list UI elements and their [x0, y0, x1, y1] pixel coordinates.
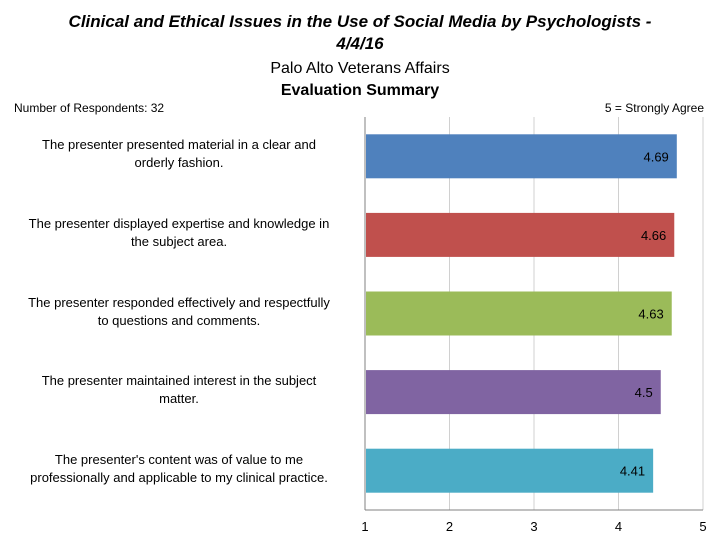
section-title: Evaluation Summary [280, 82, 440, 99]
category-label: The presenter maintained interest in the… [4, 372, 354, 408]
respondents-note: Number of Respondents: 32 [14, 101, 165, 115]
category-label-line: the subject area. [130, 233, 228, 249]
category-label-line: The presenter's content was of value to … [54, 451, 304, 467]
bar [366, 448, 654, 493]
bar [366, 291, 672, 336]
x-tick-label: 2 [446, 519, 453, 534]
bar-value-label: 4.66 [641, 228, 666, 243]
category-label: The presenter responded effectively and … [4, 294, 354, 330]
chart-title-line1: Clinical and Ethical Issues in the Use o… [68, 12, 652, 31]
chart-subtitle: Palo Alto Veterans Affairs [270, 60, 450, 77]
bar-value-label: 4.69 [643, 149, 668, 164]
bar-value-label: 4.63 [638, 307, 663, 322]
category-label-line: to questions and comments. [97, 312, 261, 328]
category-label-line: professionally and applicable to my clin… [30, 469, 328, 485]
bar-value-label: 4.41 [620, 464, 645, 479]
category-label-line: The presenter responded effectively and … [28, 294, 330, 310]
bar [366, 370, 661, 415]
category-label-line: matter. [159, 391, 199, 407]
category-label-line: The presenter maintained interest in the… [41, 373, 317, 389]
scale-note: 5 = Strongly Agree [604, 101, 704, 115]
bar [366, 134, 677, 179]
bar [366, 212, 675, 257]
category-label-line: The presenter presented material in a cl… [42, 137, 316, 153]
x-tick-label: 4 [615, 519, 622, 534]
bar-value-label: 4.5 [635, 385, 653, 400]
chart-title-line2: 4/4/16 [336, 34, 384, 53]
category-label: The presenter presented material in a cl… [4, 136, 354, 172]
x-tick-label: 1 [361, 519, 368, 534]
category-label-line: orderly fashion. [134, 155, 224, 171]
category-label: The presenter displayed expertise and kn… [4, 215, 354, 251]
category-label: The presenter's content was of value to … [4, 451, 354, 487]
x-tick-label: 5 [699, 519, 706, 534]
x-tick-label: 3 [530, 519, 537, 534]
category-label-line: The presenter displayed expertise and kn… [28, 215, 330, 231]
